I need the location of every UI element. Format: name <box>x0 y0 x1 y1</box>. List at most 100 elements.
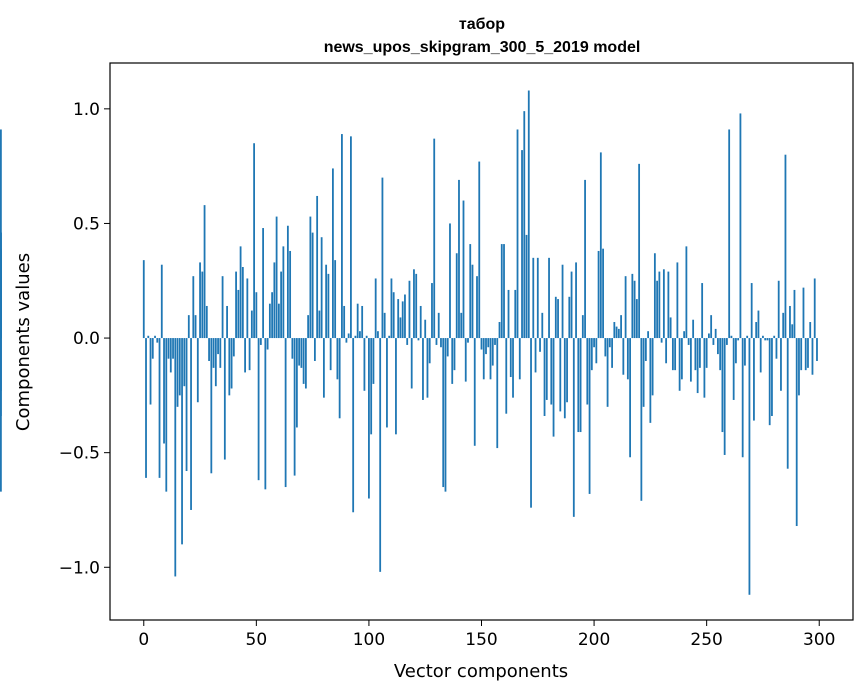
bar <box>165 338 168 492</box>
y-tick-label: 0.0 <box>73 329 100 349</box>
bar <box>642 338 645 407</box>
bar <box>701 283 704 339</box>
bar <box>647 331 650 339</box>
bar <box>0 338 2 416</box>
bar <box>557 299 559 339</box>
x-tick-label: 200 <box>578 630 610 650</box>
bar <box>381 177 384 339</box>
bar <box>158 338 161 478</box>
bar <box>361 305 364 339</box>
bar <box>611 338 613 368</box>
bar <box>631 273 634 339</box>
bar <box>737 338 740 341</box>
bar <box>453 338 456 371</box>
bar <box>525 234 528 339</box>
bar <box>217 338 219 355</box>
y-tick-label: 1.0 <box>73 100 100 120</box>
bar <box>363 338 366 391</box>
bar <box>816 338 818 361</box>
bar <box>383 312 386 339</box>
bar <box>194 315 197 339</box>
bar <box>667 271 670 339</box>
bar <box>471 264 474 339</box>
bar <box>764 338 767 341</box>
bar <box>302 338 305 384</box>
bar <box>545 338 548 400</box>
bar <box>581 315 584 339</box>
bar <box>235 271 237 339</box>
bar <box>798 338 800 396</box>
bar <box>338 338 341 419</box>
bar <box>388 335 391 339</box>
bar <box>368 338 370 499</box>
bar <box>784 154 787 339</box>
bar <box>356 303 359 339</box>
bar <box>728 129 731 339</box>
bar <box>0 232 2 339</box>
bar <box>676 262 679 339</box>
bar <box>507 289 510 339</box>
bar <box>203 205 206 339</box>
bar <box>401 301 404 339</box>
bar <box>248 338 251 371</box>
bar <box>386 338 388 428</box>
bar <box>494 338 496 345</box>
bar <box>721 338 724 433</box>
bar <box>156 338 159 343</box>
x-tick-label: 250 <box>690 630 722 650</box>
bar <box>735 338 737 364</box>
bar <box>329 338 332 371</box>
bar <box>352 338 355 513</box>
bar <box>154 335 156 339</box>
bar <box>464 338 467 382</box>
y-tick-label: 0.5 <box>73 214 100 234</box>
bar <box>498 322 501 339</box>
bar <box>780 338 782 391</box>
bar <box>807 338 809 368</box>
bar <box>163 338 165 444</box>
bar <box>462 200 465 339</box>
bar <box>485 338 487 355</box>
bar <box>178 338 181 396</box>
bar <box>433 138 436 339</box>
bar <box>424 319 427 339</box>
bar <box>539 338 541 352</box>
bar <box>741 338 744 458</box>
bar <box>590 338 593 371</box>
bar <box>332 168 334 339</box>
bar <box>174 338 177 577</box>
bar <box>730 335 733 339</box>
bar <box>683 331 686 339</box>
bar <box>230 338 233 389</box>
bar <box>802 287 805 339</box>
bar <box>656 280 659 339</box>
bar <box>653 253 656 339</box>
bar <box>271 292 274 339</box>
bar <box>746 335 749 339</box>
bar <box>577 338 580 433</box>
bar <box>795 338 798 527</box>
bar <box>638 163 641 339</box>
bar <box>669 317 672 339</box>
bar <box>550 338 553 405</box>
bars-group <box>0 90 818 595</box>
bar <box>350 136 352 339</box>
chart-subtitle: news_upos_skipgram_300_5_2019 model <box>324 39 641 56</box>
bar <box>489 338 492 380</box>
bar <box>273 262 276 339</box>
bar <box>543 338 546 416</box>
bar <box>651 338 654 396</box>
bar <box>602 248 604 339</box>
bar <box>413 269 415 339</box>
bar <box>397 299 400 339</box>
bar <box>334 260 337 339</box>
bar <box>775 338 778 359</box>
bar <box>208 338 210 361</box>
bar <box>295 338 298 428</box>
bar <box>280 271 283 339</box>
bar <box>615 326 618 339</box>
bar <box>660 338 663 343</box>
bar <box>435 338 438 345</box>
bar <box>800 338 803 371</box>
